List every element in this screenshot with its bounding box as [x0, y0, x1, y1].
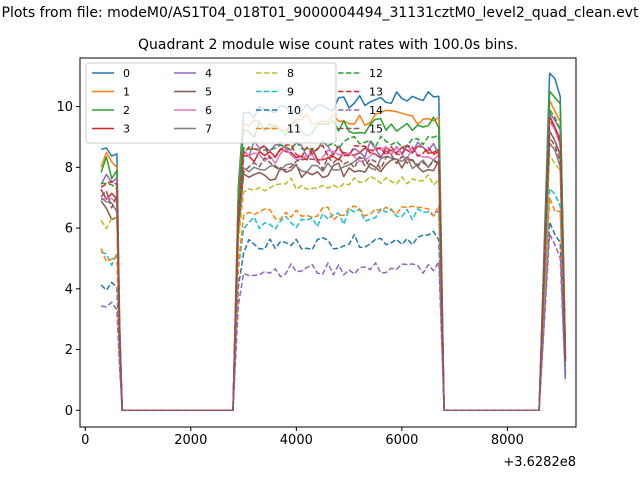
x-tick-label: 0: [81, 433, 89, 448]
x-tick-label: 2000: [174, 433, 207, 448]
legend-label-7: 7: [205, 123, 212, 136]
series-line-4: [100, 111, 567, 412]
series-line-14: [101, 233, 567, 412]
series-line-8: [100, 154, 567, 412]
legend-label-0: 0: [123, 67, 130, 80]
legend-label-3: 3: [123, 123, 130, 136]
axes-frame: [79, 57, 577, 428]
y-tick-label: 4: [65, 282, 73, 297]
y-tick-label: 10: [56, 100, 73, 115]
y-tick-label: 6: [65, 222, 73, 237]
y-tick-label: 2: [65, 343, 73, 358]
x-offset-label: +3.6282e8: [503, 455, 576, 470]
legend-label-11: 11: [287, 123, 301, 136]
y-axis: 0 2 4 6 8 10: [56, 100, 80, 419]
legend-label-9: 9: [287, 86, 294, 99]
legend-label-15: 15: [369, 123, 383, 136]
legend-label-4: 4: [205, 67, 212, 80]
y-tick-label: 8: [65, 161, 73, 176]
series-line-10: [100, 221, 567, 412]
series-layer: [100, 72, 567, 412]
x-tick-label: 6000: [385, 433, 418, 448]
legend-label-1: 1: [123, 86, 130, 99]
series-line-7: [100, 142, 567, 412]
chart-title: Quadrant 2 module wise count rates with …: [138, 37, 518, 53]
x-tick-label: 8000: [491, 433, 524, 448]
x-tick-label: 4000: [280, 433, 313, 448]
legend-label-12: 12: [369, 67, 383, 80]
legend-label-14: 14: [369, 104, 383, 117]
series-line-9: [100, 187, 567, 412]
series-line-5: [100, 130, 567, 412]
y-tick-label: 0: [65, 404, 73, 419]
legend-label-6: 6: [205, 104, 212, 117]
x-axis: 0 2000 4000 6000 8000: [81, 427, 524, 448]
figure-suptitle: Plots from file: modeM0/AS1T04_018T01_90…: [2, 5, 639, 21]
series-line-12: [101, 108, 567, 412]
legend-label-10: 10: [287, 104, 301, 117]
series-line-3: [100, 114, 567, 412]
legend-label-13: 13: [369, 86, 383, 99]
series-line-11: [100, 196, 567, 412]
legend-label-2: 2: [123, 104, 130, 117]
legend-label-5: 5: [205, 86, 212, 99]
legend-label-8: 8: [287, 67, 294, 80]
series-line-15: [100, 136, 567, 412]
legend-frame: [85, 62, 337, 144]
series-line-1: [100, 99, 567, 412]
